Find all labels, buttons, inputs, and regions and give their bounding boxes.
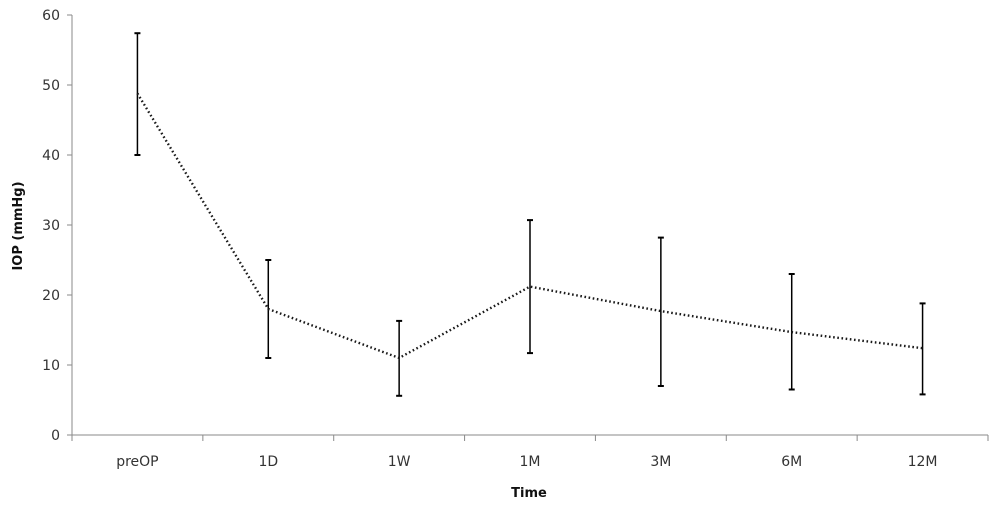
x-tick-label: 3M — [650, 454, 671, 470]
y-tick-label: 30 — [42, 218, 60, 234]
y-tick-label: 40 — [42, 148, 60, 164]
error-bar — [527, 219, 533, 355]
y-tick-label: 60 — [42, 8, 60, 24]
y-tick-label: 20 — [42, 288, 60, 304]
x-tick-label: preOP — [116, 454, 158, 470]
x-axis-ticks: preOP 1D 1W 1M 3M 6M 12M — [71, 435, 989, 470]
x-tick-label: 6M — [781, 454, 802, 470]
series-line — [136, 92, 923, 360]
x-tick-label: 1D — [258, 454, 278, 470]
error-bar — [919, 302, 926, 396]
x-tick-label: 1W — [388, 454, 411, 470]
x-tick-label: 12M — [908, 454, 938, 470]
y-axis-title: IOP (mmHg) — [11, 181, 26, 270]
series-line-group — [136, 92, 923, 360]
error-bar — [657, 236, 664, 387]
y-axis-ticks: 0 10 20 30 40 50 60 — [42, 8, 72, 444]
error-bars — [134, 32, 926, 397]
y-tick-label: 0 — [51, 428, 60, 444]
y-tick-label: 10 — [42, 358, 60, 374]
x-tick-label: 1M — [520, 454, 541, 470]
x-axis-title: Time — [511, 486, 547, 501]
y-tick-label: 50 — [42, 78, 60, 94]
